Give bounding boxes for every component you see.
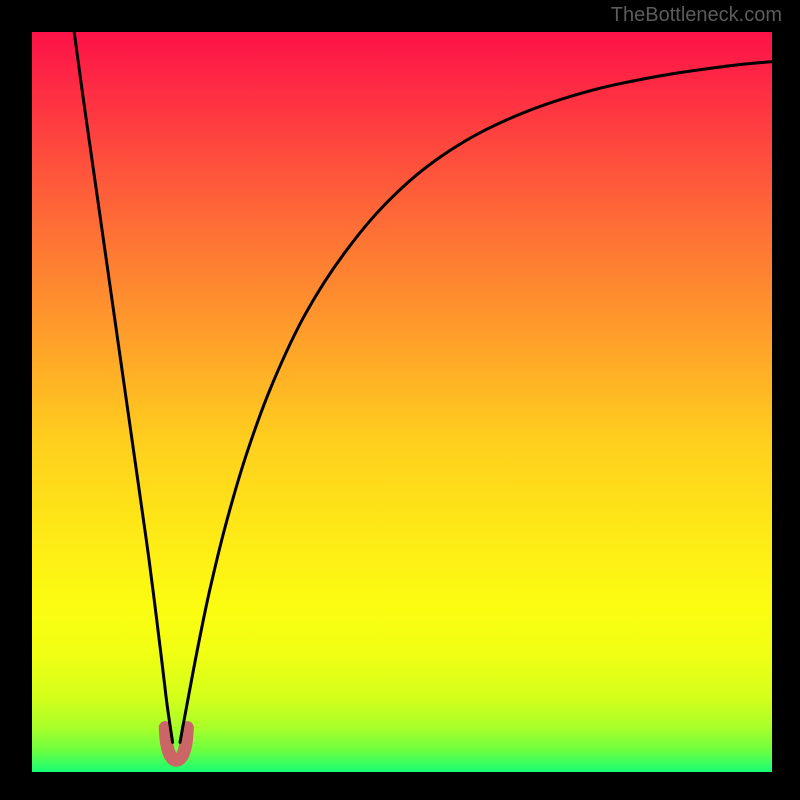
chart-background [32, 32, 772, 772]
chart-container: TheBottleneck.com [0, 0, 800, 800]
watermark-text: TheBottleneck.com [611, 4, 782, 27]
bottleneck-chart [0, 0, 800, 800]
